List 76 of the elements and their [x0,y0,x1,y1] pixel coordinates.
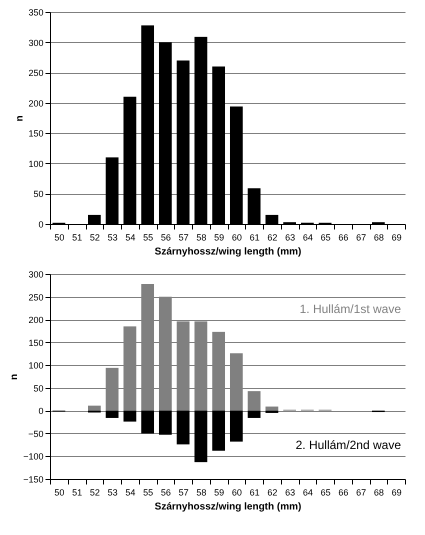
x-tick-label: 52 [90,488,100,498]
y-tick-label: 150 [28,338,44,348]
bar [106,410,119,418]
bar [248,391,261,411]
text: 2. Hullám/2nd wave [296,438,402,452]
x-tick-label: 59 [214,488,224,498]
bar [158,410,172,435]
x-tick-label: 68 [374,488,384,498]
y-axis-title: n [9,374,20,380]
y-axis-title: n [14,115,26,122]
y-tick-label: 250 [28,68,44,78]
x-tick-label: 60 [232,488,242,498]
x-tick-label: 64 [302,232,313,242]
x-tick-label: 54 [125,232,136,242]
y-tick-label: 50 [33,189,44,200]
y-tick-label: 0 [38,406,44,416]
bar [212,410,226,451]
y-tick-label: 50 [33,383,44,394]
x-tick-label: 58 [196,488,206,498]
x-tick-label: 51 [72,232,82,242]
x-tick-label: 69 [392,232,402,242]
x-tick-label: 61 [250,232,260,242]
y-tick-label: 200 [28,315,44,326]
x-tick-label: 58 [196,232,206,242]
y-tick-label: −150 [23,474,44,484]
x-tick-label: 67 [356,488,366,498]
x-tick-label: 67 [356,232,366,242]
x-tick-label: 55 [143,488,154,498]
x-tick-label: 66 [338,232,348,242]
bar [88,406,101,411]
bar [176,410,190,444]
y-tick-label: −100 [23,452,44,462]
y-tick-label: 0 [38,220,44,230]
x-tick-label: 62 [267,232,278,242]
x-tick-label: 61 [250,488,260,498]
x-tick-label: 62 [267,488,278,498]
x-tick-label: 51 [72,488,82,498]
x-tick-label: 55 [143,232,154,242]
x-tick-label: 65 [320,488,331,498]
y-tick-label: 300 [28,38,44,48]
x-tick-label: 66 [338,488,348,498]
x-axis-title: Szárnyhossz/wing length (mm) [154,246,302,258]
y-tick-label: 100 [28,360,44,371]
x-tick-label: 53 [108,488,118,498]
y-tick-label: −50 [28,428,44,439]
x-tick-label: 60 [232,232,242,242]
x-tick-label: 56 [160,232,171,242]
bar [230,410,243,442]
x-tick-label: 65 [320,232,331,242]
x-tick-label: 56 [160,488,171,498]
bar [248,410,261,418]
bar [141,410,154,434]
y-tick-label: 350 [28,8,44,18]
x-tick-label: 50 [54,232,64,242]
x-tick-label: 53 [108,232,118,242]
y-tick-label: 200 [28,98,44,108]
x-tick-label: 52 [90,232,100,242]
x-tick-label: 59 [214,232,224,242]
x-tick-label: 54 [125,488,136,498]
x-tick-label: 63 [285,232,296,242]
x-tick-label: 69 [392,488,402,498]
x-tick-label: 68 [374,232,384,242]
y-tick-label: 300 [28,270,44,280]
bar [265,406,278,411]
text: 1. Hullám/1st wave [300,302,402,316]
y-tick-label: 100 [28,158,44,169]
x-tick-label: 57 [178,488,189,498]
bar [123,410,136,422]
x-tick-label: 64 [302,488,313,498]
x-tick-label: 57 [178,232,189,242]
x-axis-title: Szárnyhossz/wing length (mm) [154,502,302,512]
x-tick-label: 50 [54,488,64,498]
x-tick-label: 63 [285,488,296,498]
y-tick-label: 250 [28,292,44,302]
bar [194,410,208,462]
y-tick-label: 150 [28,128,44,139]
